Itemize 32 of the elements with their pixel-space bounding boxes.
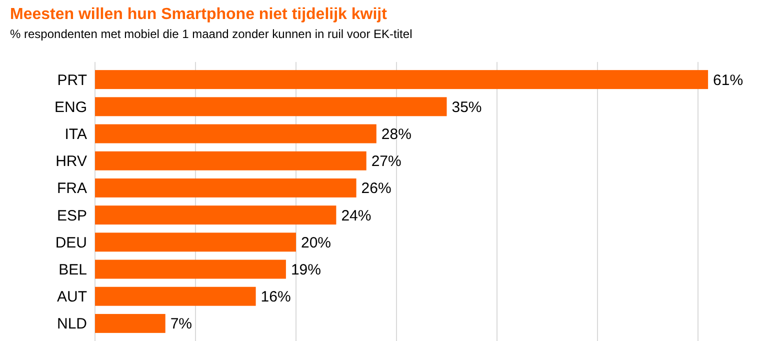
bar bbox=[95, 70, 708, 90]
chart-subtitle: % respondenten met mobiel die 1 maand zonder kunnen in ruil voor EK-titel bbox=[10, 27, 412, 41]
data-label: 16% bbox=[260, 288, 291, 306]
bar bbox=[95, 124, 376, 144]
y-tick-label: ENG bbox=[54, 98, 87, 116]
bar bbox=[95, 286, 256, 306]
data-label: 19% bbox=[290, 262, 321, 278]
bar bbox=[95, 232, 296, 252]
data-label: 28% bbox=[381, 126, 412, 143]
bar bbox=[95, 260, 286, 279]
data-label: 26% bbox=[361, 180, 392, 198]
bar bbox=[95, 314, 166, 333]
data-label: 27% bbox=[371, 153, 402, 170]
bar bbox=[95, 178, 356, 198]
bar bbox=[95, 151, 366, 170]
chart-title: Meesten willen hun Smartphone niet tijdelijk kwijt bbox=[10, 6, 388, 23]
y-tick-label: AUT bbox=[57, 288, 87, 306]
y-tick-label: NLD bbox=[56, 316, 88, 333]
y-tick-label: DEU bbox=[55, 234, 87, 252]
data-label: 24% bbox=[341, 207, 372, 224]
y-tick-label: BEL bbox=[58, 262, 87, 278]
y-tick-label: FRA bbox=[57, 180, 87, 198]
y-tick-label: ESP bbox=[56, 207, 87, 224]
data-label: 61% bbox=[713, 72, 744, 89]
bar bbox=[95, 206, 336, 225]
data-label: 20% bbox=[301, 234, 332, 252]
y-tick-label: HRV bbox=[56, 153, 87, 170]
data-label: 7% bbox=[170, 316, 192, 333]
data-label: 35% bbox=[452, 98, 482, 116]
y-tick-label: PRT bbox=[57, 72, 87, 89]
bar bbox=[95, 97, 447, 116]
y-tick-label: ITA bbox=[64, 126, 87, 143]
